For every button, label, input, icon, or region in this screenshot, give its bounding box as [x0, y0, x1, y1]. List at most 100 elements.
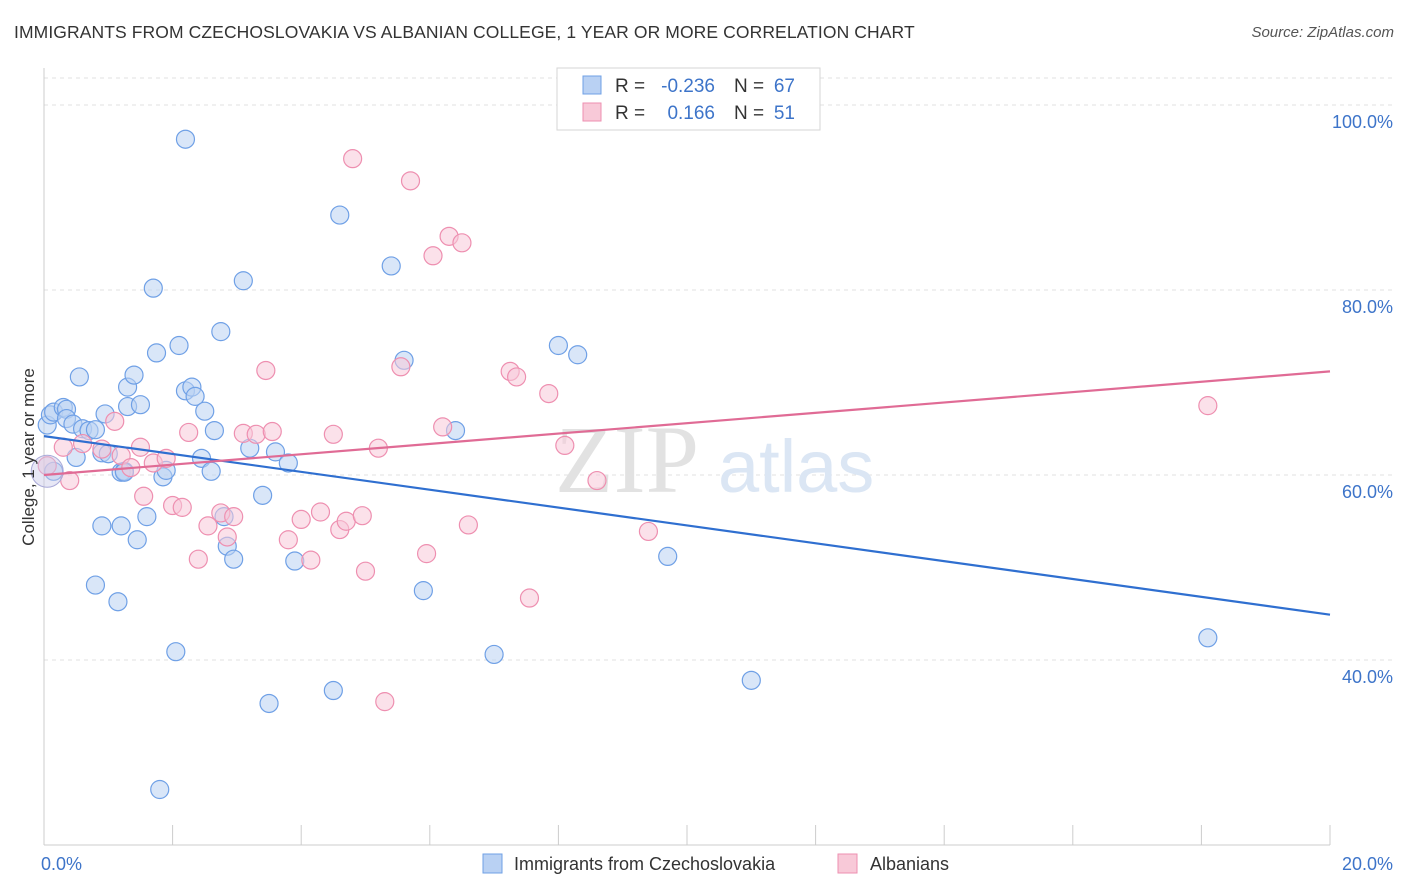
- czech-point-11: [69, 367, 89, 387]
- albanian-point-47: [539, 384, 559, 404]
- albanian-point-26: [301, 550, 321, 570]
- legend-n-label-albanian: N =: [734, 103, 764, 124]
- czech-point-43: [285, 551, 305, 571]
- albanian-point-30: [336, 511, 356, 531]
- chart-title: IMMIGRANTS FROM CZECHOSLOVAKIA VS ALBANI…: [14, 22, 915, 42]
- albanian-point-37: [400, 171, 421, 191]
- y-axis-label: College, 1 year or more: [19, 368, 38, 546]
- legend-swatch-czech: [582, 75, 602, 95]
- albanian-point-22: [256, 360, 276, 381]
- albanian-point-21: [246, 424, 266, 444]
- czech-point-50: [548, 335, 569, 356]
- albanian-point-3: [72, 433, 93, 454]
- albanian-trend-line: [43, 370, 1331, 477]
- czech-point-53: [741, 670, 761, 690]
- data-points: [30, 129, 1218, 800]
- czech-point-9: [85, 420, 106, 440]
- chart-source: Source: ZipAtlas.com: [1251, 24, 1394, 41]
- czech-point-51: [568, 345, 588, 365]
- czech-trend-line: [43, 435, 1331, 616]
- czech-point-45: [381, 256, 401, 276]
- czech-point-58: [127, 530, 147, 550]
- albanian-point-45: [507, 367, 527, 387]
- albanian-point-31: [343, 149, 363, 169]
- albanian-point-39: [423, 246, 443, 266]
- legend-r-value-albanian: 0.166: [667, 103, 715, 124]
- czech-point-20: [130, 395, 151, 415]
- gridlines: [44, 77, 1393, 661]
- czech-point-52: [658, 546, 678, 567]
- y-tick-label-0: 100.0%: [1332, 112, 1393, 132]
- legend-r-label-albanian: R =: [615, 103, 645, 124]
- legend-n-value-czech: 67: [774, 76, 795, 97]
- albanian-point-25: [291, 509, 311, 530]
- bottom-legend-label-czech: Immigrants from Czechoslovakia: [514, 854, 776, 874]
- czech-point-40: [253, 485, 273, 505]
- czech-point-64: [150, 779, 170, 800]
- czech-point-55: [175, 129, 196, 149]
- czech-point-23: [146, 343, 167, 363]
- czech-point-63: [323, 680, 343, 701]
- czech-point-22: [143, 278, 163, 298]
- albanian-point-28: [323, 424, 343, 444]
- czech-point-57: [92, 516, 112, 536]
- bottom-legend-swatch-czech: [482, 853, 503, 874]
- albanian-point-23: [262, 421, 282, 442]
- albanian-point-35: [375, 692, 395, 712]
- y-tick-label-1: 80.0%: [1342, 297, 1393, 317]
- albanian-point-8: [130, 437, 151, 457]
- albanian-point-38: [416, 544, 437, 564]
- albanian-point-46: [519, 588, 540, 608]
- czech-point-59: [85, 575, 106, 595]
- watermark-zip: ZIP: [555, 406, 699, 513]
- albanian-point-27: [310, 502, 331, 522]
- czech-point-34: [211, 322, 231, 342]
- x-tick-marks: [43, 825, 1331, 845]
- albanian-point-36: [391, 357, 411, 377]
- albanian-point-15: [188, 549, 208, 569]
- czech-point-54: [1198, 628, 1218, 648]
- trend-lines: [43, 370, 1331, 616]
- czech-point-56: [111, 516, 131, 536]
- albanian-point-9: [134, 486, 154, 506]
- albanian-point-43: [458, 515, 478, 535]
- czech-point-61: [166, 642, 186, 662]
- bottom-legend-swatch-albanian: [837, 853, 858, 874]
- albanian-point-50: [638, 521, 659, 542]
- stats-legend: R = -0.236 N = 67 R = 0.166 N = 51: [556, 67, 821, 131]
- czech-point-19: [124, 365, 144, 385]
- albanian-point-49: [587, 470, 607, 491]
- x-tick-label-0: 0.0%: [41, 854, 82, 874]
- czech-point-49: [484, 644, 504, 665]
- legend-r-label-czech: R =: [615, 76, 645, 97]
- czech-point-32: [201, 461, 221, 481]
- czech-point-38: [233, 271, 253, 291]
- albanian-point-1: [53, 437, 73, 457]
- legend-swatch-albanian: [582, 102, 602, 122]
- albanian-point-42: [452, 233, 472, 253]
- czech-point-26: [169, 335, 189, 356]
- czech-point-33: [204, 421, 224, 441]
- x-tick-labels: 0.0% 20.0%: [41, 854, 1393, 874]
- series-legend: Immigrants from Czechoslovakia Albanians: [482, 853, 949, 874]
- czech-point-31: [195, 401, 215, 421]
- y-tick-labels: 100.0% 80.0% 60.0% 40.0%: [1332, 112, 1393, 687]
- czech-point-21: [137, 507, 157, 527]
- albanian-point-24: [278, 530, 298, 550]
- albanian-point-13: [172, 497, 192, 517]
- y-tick-label-2: 60.0%: [1342, 482, 1393, 502]
- czech-point-62: [259, 693, 279, 714]
- albanian-point-16: [198, 516, 218, 536]
- czech-point-29: [185, 386, 205, 406]
- albanian-point-48: [555, 435, 575, 455]
- albanian-point-19: [224, 507, 244, 527]
- czech-point-42: [278, 453, 298, 473]
- albanian-point-18: [217, 527, 237, 547]
- czech-point-37: [224, 549, 244, 569]
- czech-point-44: [330, 205, 350, 225]
- watermark-atlas: atlas: [718, 425, 874, 508]
- albanian-point-32: [352, 506, 372, 526]
- legend-n-value-albanian: 51: [774, 103, 795, 124]
- legend-r-value-czech: -0.236: [661, 76, 715, 97]
